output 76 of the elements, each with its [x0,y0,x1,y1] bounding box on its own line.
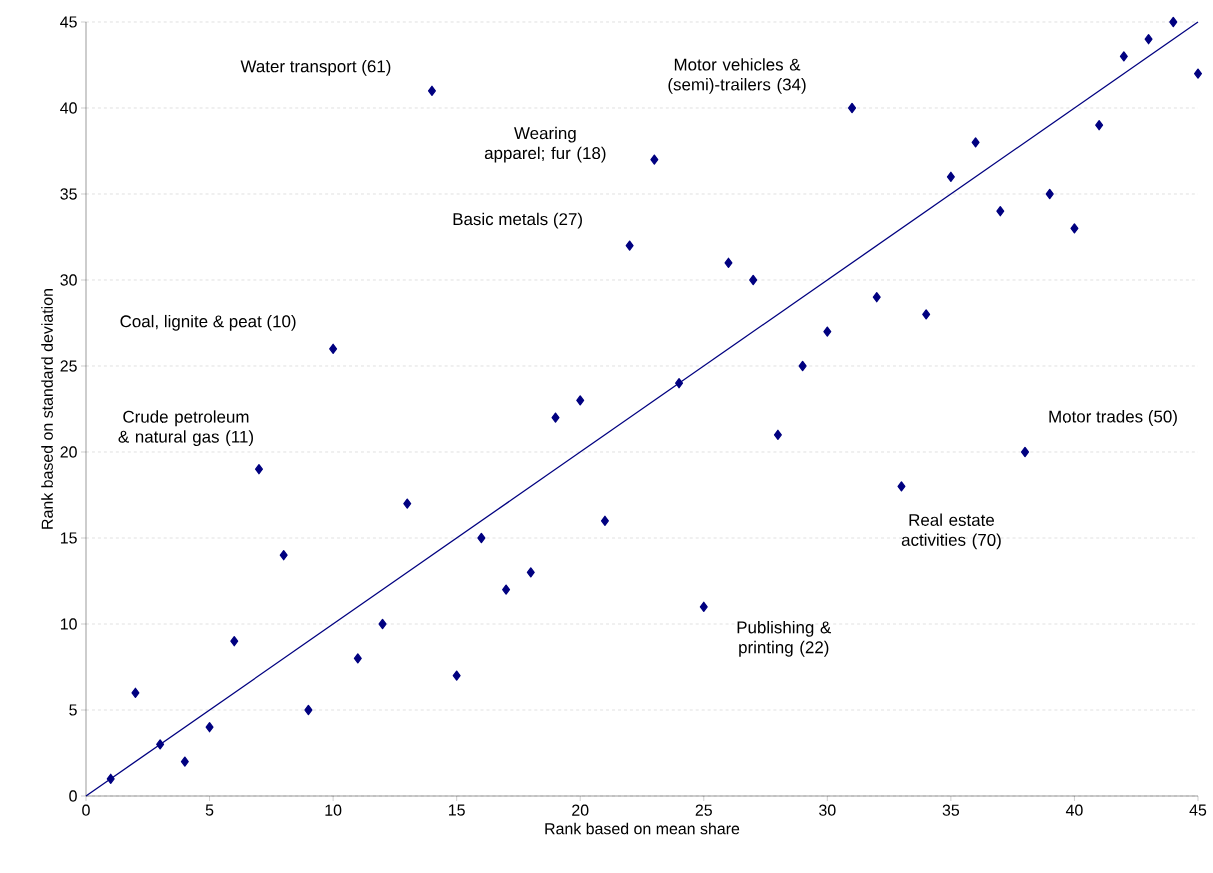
point [230,636,239,647]
point [254,464,263,475]
annotation: Water transport (61) [240,59,391,76]
y-tick-label: 20 [60,446,77,458]
point [279,550,288,561]
annotation: Real estate activities (70) [901,513,1001,550]
y-tick-label: 5 [69,704,77,716]
point [502,584,511,595]
y-tick-label: 45 [60,16,77,28]
x-tick-label: 0 [82,804,90,816]
annotation: Publishing & printing (22) [737,620,832,657]
x-tick-label: 45 [1189,804,1207,816]
point [477,532,486,544]
x-tick-label: 5 [205,804,214,816]
point [971,137,980,148]
y-tick-label: 40 [60,102,77,114]
x-axis-title: Rank based on mean share [545,822,740,835]
point [353,653,362,664]
x-tick-label: 35 [942,804,960,816]
y-axis-title: Rank based on standard deviation [41,289,53,529]
point [996,206,1005,217]
point [180,756,189,767]
annotation: Motor vehicles & (semi)-trailers (34) [668,58,806,94]
point [576,395,585,406]
x-tick-label: 15 [449,804,465,816]
point [625,240,634,251]
x-tick-label: 25 [695,804,712,816]
point [403,498,412,509]
point [427,85,436,96]
point [1144,34,1153,45]
point [1169,16,1178,28]
annotation: Wearing apparel; fur (18) [484,126,606,163]
annotation: Motor trades (50) [1049,410,1177,426]
annotation: Coal, lignite & peat (10) [120,314,296,331]
point [452,670,461,681]
point [1020,446,1030,458]
point [1045,188,1054,200]
x-tick-label: 40 [1065,804,1083,816]
y-tick-label: 15 [60,532,77,544]
point [724,257,733,268]
y-tick-label: 0 [69,790,77,802]
point [675,378,684,389]
point [1095,120,1104,131]
point [848,102,857,114]
point [526,567,535,578]
point [551,412,560,423]
x-tick-label: 20 [572,804,589,816]
point [304,704,313,716]
y-tick-label: 35 [60,188,77,200]
point [823,326,832,337]
point [897,481,906,492]
point [922,309,931,320]
point [1193,68,1203,79]
point [946,171,955,182]
point [1070,223,1079,234]
point [329,343,338,354]
point [650,154,659,165]
point [205,722,214,733]
x-tick-label: 10 [325,804,342,816]
point [1119,51,1128,62]
point [600,515,609,526]
point [131,687,140,698]
y-tick-label: 30 [60,274,77,286]
x-tick-label: 30 [819,804,836,816]
y-tick-label: 10 [60,618,77,630]
point [773,429,782,440]
point [378,618,387,630]
y-tick-label: 25 [60,360,77,372]
point [106,773,115,784]
annotation: Crude petroleum & natural gas (11) [118,410,254,447]
point [156,739,165,750]
point [872,292,881,303]
point [699,601,708,612]
point [798,360,807,372]
annotation: Basic metals (27) [453,212,582,229]
point [749,274,758,286]
